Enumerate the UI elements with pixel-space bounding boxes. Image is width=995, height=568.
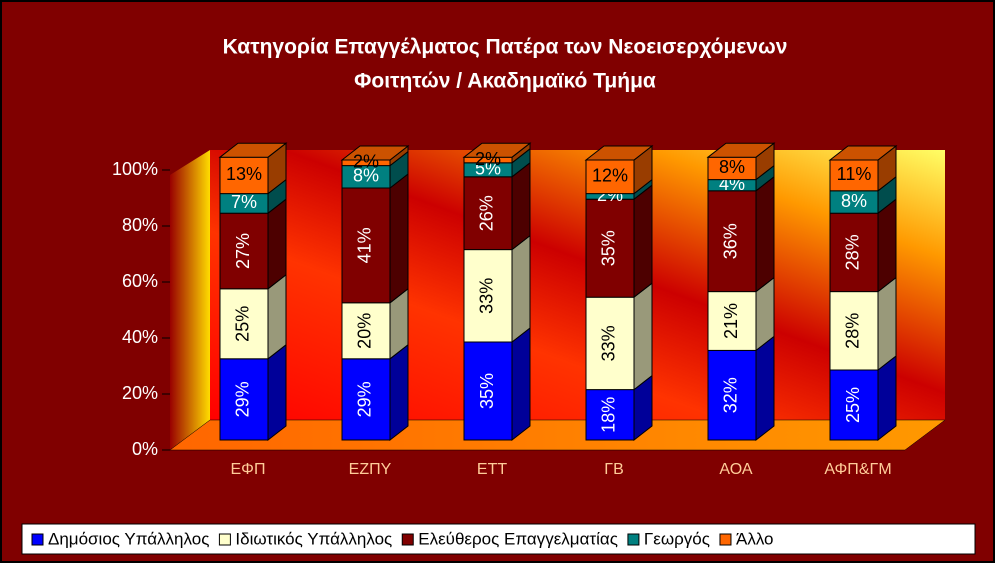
bar-segment	[463, 341, 513, 441]
data-label: 11%	[837, 164, 872, 184]
legend-label: Ιδιωτικός Υπάλληλος	[235, 529, 392, 548]
data-label: 12%	[592, 166, 628, 186]
legend-label: Γεωργός	[644, 529, 710, 548]
data-label: 27%	[233, 233, 253, 269]
legend-label: Άλλο	[736, 529, 774, 548]
chart-title: Φοιτητών / Ακαδημαϊκό Τμήμα	[354, 70, 656, 93]
bar-top	[462, 142, 532, 158]
legend-swatch	[401, 533, 414, 546]
bar-side	[511, 326, 531, 442]
bar-top	[584, 145, 654, 161]
data-label: 20%	[355, 313, 375, 349]
data-label: 28%	[843, 234, 863, 270]
x-tick-label: ΕΦΠ	[231, 461, 266, 478]
legend-label: Δημόσιος Υπάλληλος	[48, 529, 209, 548]
x-tick-label: ΓΒ	[604, 461, 623, 478]
bar-segment	[585, 159, 635, 195]
bar-top	[340, 145, 410, 161]
y-tick-label: 0%	[132, 439, 158, 459]
data-label: 35%	[599, 230, 619, 266]
data-label: 41%	[355, 227, 375, 263]
data-label: 5%	[475, 159, 501, 179]
chart-title: Κατηγορία Επαγγέλματος Πατέρα των Νεοεισ…	[223, 36, 788, 59]
bar-side	[877, 276, 897, 372]
bar-side	[633, 184, 653, 299]
bar-top	[706, 142, 776, 158]
bar-side	[755, 335, 775, 442]
data-label: 33%	[599, 325, 619, 361]
bar-top	[218, 142, 288, 158]
bar-side	[389, 172, 409, 304]
x-tick-label: ΑΦΠ&ΓΜ	[824, 461, 891, 478]
y-tick-label: 80%	[122, 215, 158, 235]
bar-segment	[219, 212, 269, 290]
x-tick-label: ΑΟΑ	[719, 461, 752, 478]
bar-segment	[219, 288, 269, 360]
bar-side	[267, 343, 287, 442]
bar-side	[267, 198, 287, 290]
bar-segment	[829, 212, 879, 293]
bar-segment	[707, 291, 757, 351]
y-tick-label: 20%	[122, 383, 158, 403]
data-label: 29%	[355, 381, 375, 417]
data-label: 7%	[231, 192, 257, 212]
bar-side	[389, 343, 409, 442]
data-label: 25%	[843, 387, 863, 423]
data-label: 18%	[599, 397, 619, 433]
legend-swatch	[218, 533, 231, 546]
y-tick-label: 60%	[122, 271, 158, 291]
bar-side	[511, 161, 531, 251]
data-label: 8%	[719, 157, 745, 177]
data-label: 13%	[226, 164, 262, 184]
x-tick-label: ΕΤΤ	[477, 461, 507, 478]
bar-side	[267, 273, 287, 360]
data-label: 21%	[721, 303, 741, 339]
bar-top	[828, 145, 898, 161]
bar-segment	[707, 349, 757, 441]
x-tick-label: ΕΖΠΥ	[349, 461, 392, 478]
legend-label: Ελεύθερος Επαγγελματίας	[418, 529, 618, 548]
legend-swatch	[31, 533, 44, 546]
legend-swatch	[627, 533, 640, 546]
data-label: 2%	[475, 149, 501, 169]
bar-segment	[829, 291, 879, 371]
legend	[21, 523, 976, 555]
data-label: 28%	[843, 313, 863, 349]
side-wall	[170, 150, 210, 450]
bar-segment	[341, 302, 391, 360]
bar-segment	[585, 389, 635, 441]
bar-side	[877, 354, 897, 442]
bar-side	[755, 175, 775, 293]
data-label: 33%	[477, 278, 497, 314]
data-label: 35%	[477, 373, 497, 409]
bar-segment	[585, 198, 635, 298]
y-tick-label: 40%	[122, 327, 158, 347]
data-label: 29%	[233, 381, 253, 417]
bar-side	[877, 198, 897, 293]
data-label: 32%	[721, 377, 741, 413]
data-label: 36%	[721, 223, 741, 259]
data-label: 2%	[353, 152, 379, 172]
bar-side	[633, 282, 653, 391]
bar-side	[511, 234, 531, 344]
y-tick-label: 100%	[112, 159, 158, 179]
data-label: 26%	[477, 195, 497, 231]
data-label: 25%	[233, 306, 253, 342]
bar-segment	[341, 187, 391, 304]
data-label: 8%	[841, 191, 867, 211]
legend-swatch	[719, 533, 732, 546]
data-label: 8%	[353, 166, 379, 186]
